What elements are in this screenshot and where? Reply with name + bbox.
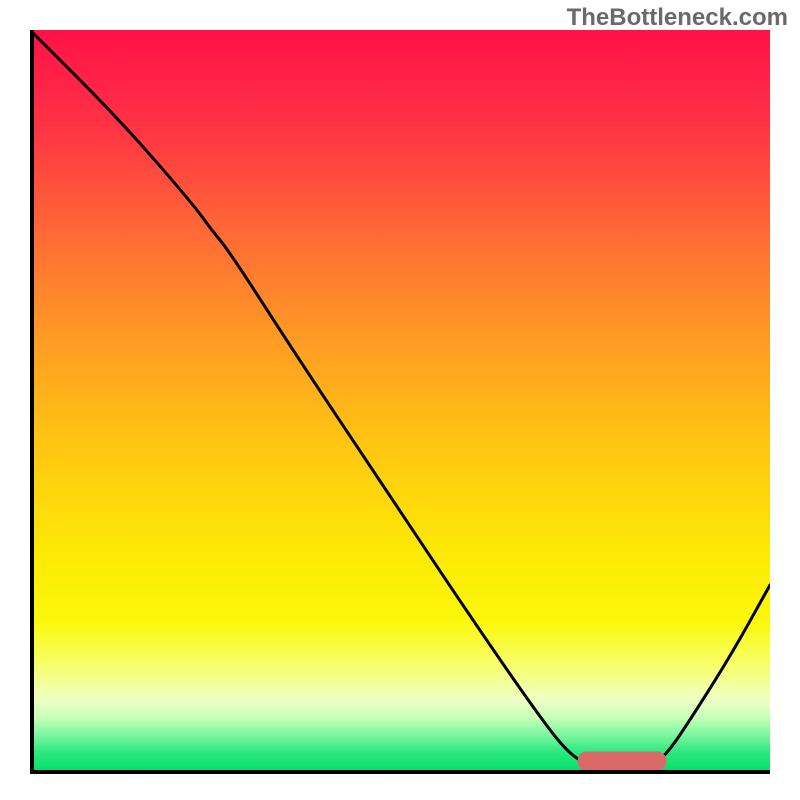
watermark-text: TheBottleneck.com	[567, 4, 788, 32]
plot-area	[30, 30, 770, 770]
chart-overlay	[30, 30, 770, 770]
x-axis-line	[30, 770, 770, 774]
y-axis-line	[30, 30, 34, 770]
bottleneck-curve	[30, 30, 770, 766]
chart-frame: TheBottleneck.com	[0, 0, 800, 800]
optimum-marker	[578, 752, 667, 771]
